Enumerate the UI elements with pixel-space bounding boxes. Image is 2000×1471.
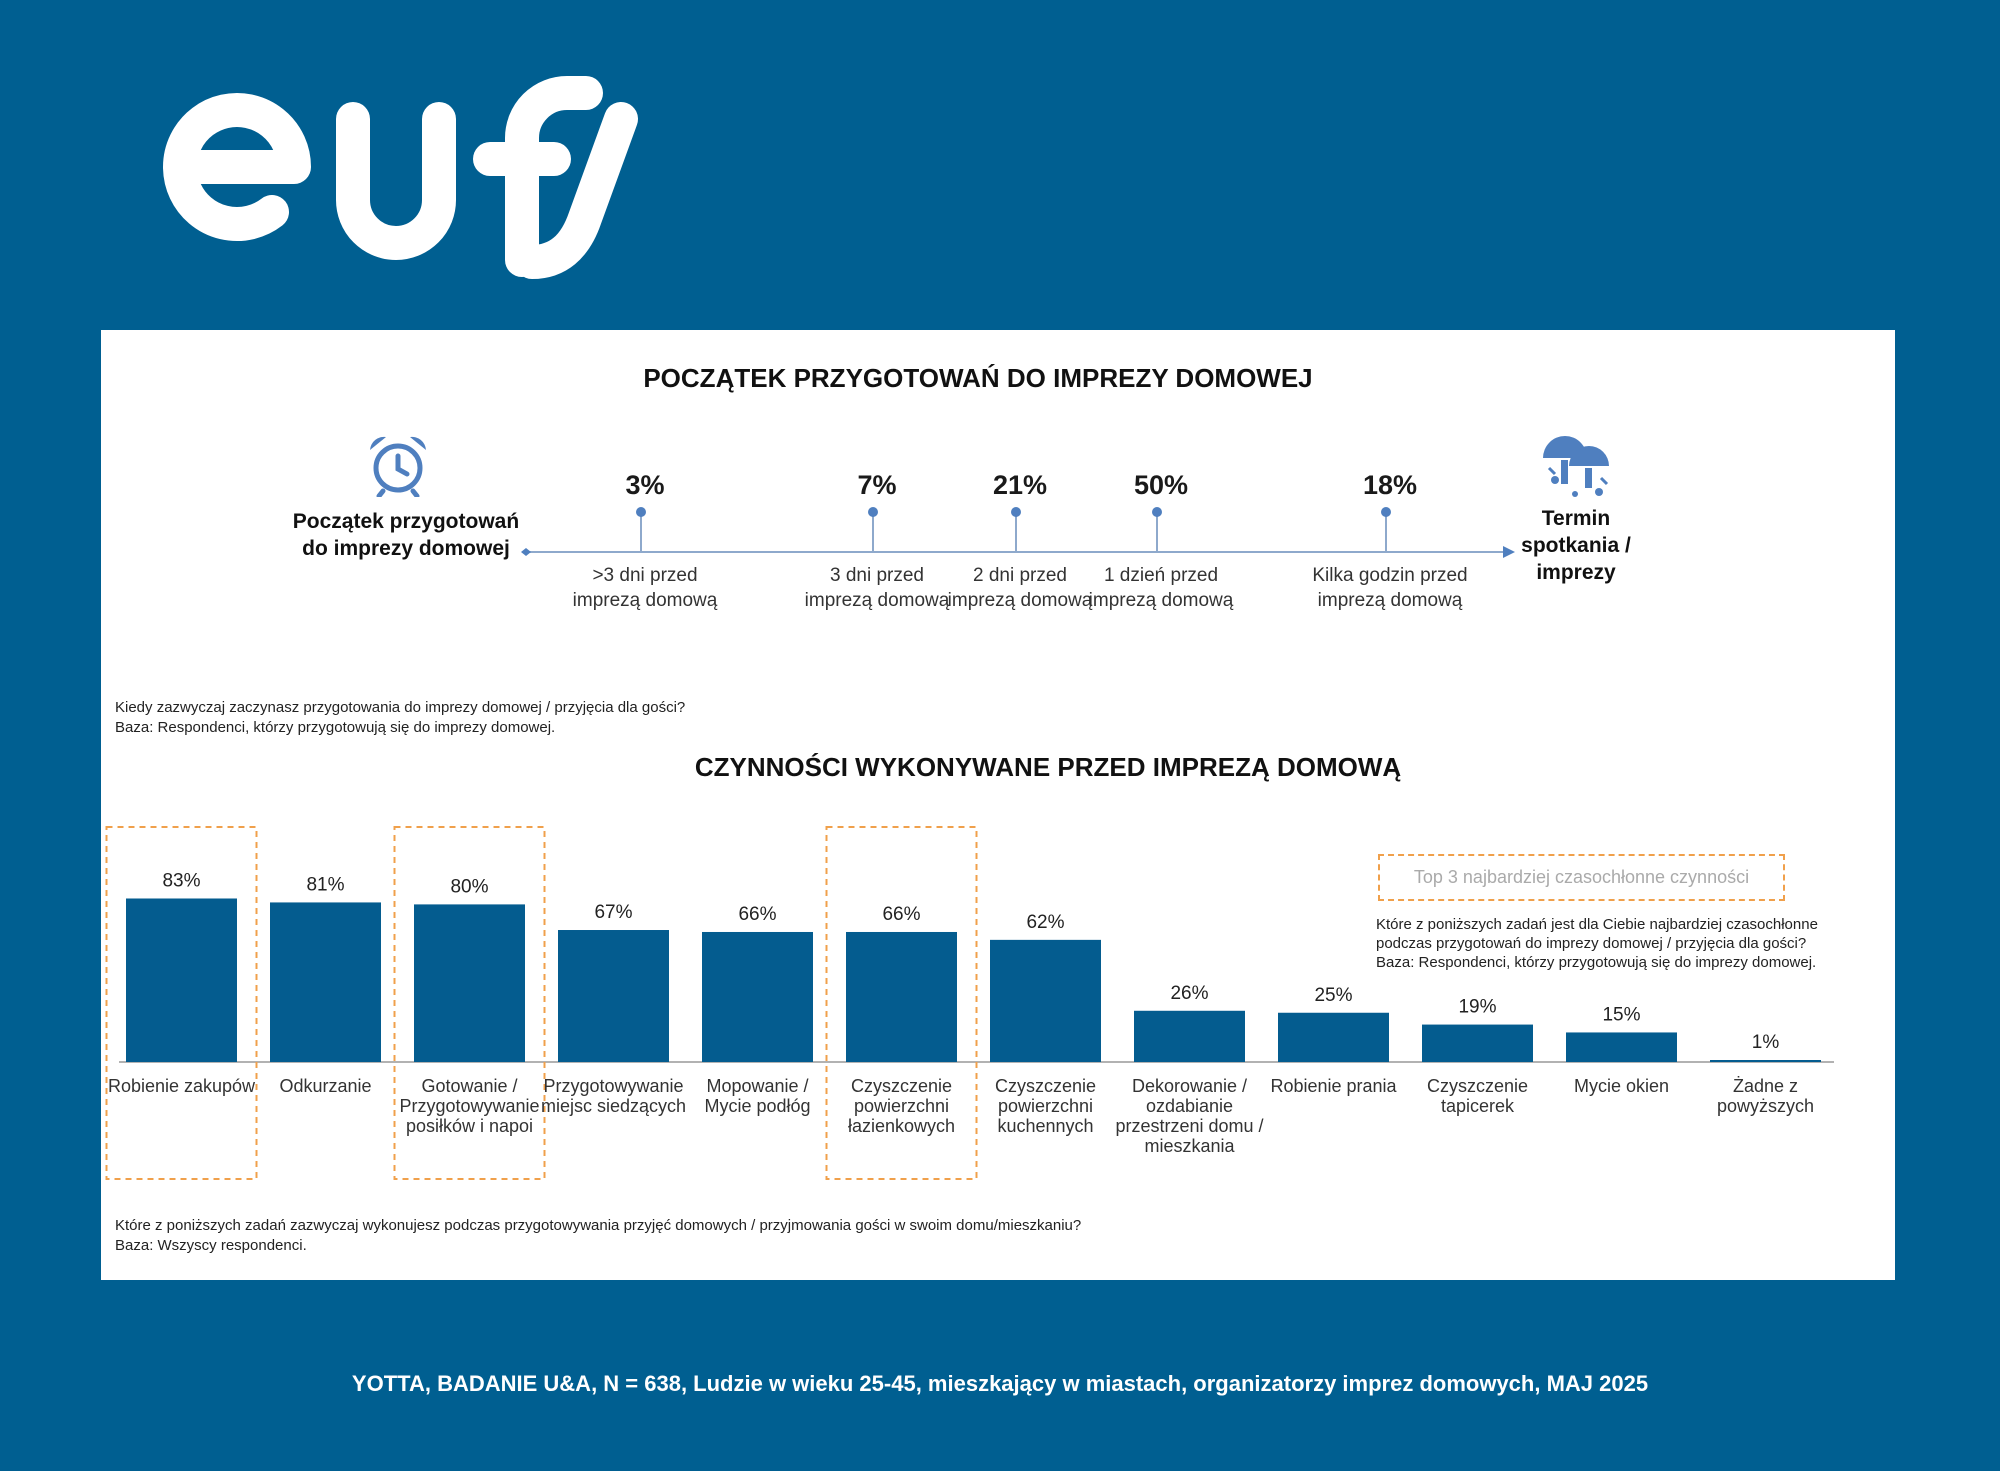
bar-value-label: 81% — [306, 874, 344, 895]
bar — [1134, 1010, 1245, 1062]
bar-value-label: 15% — [1602, 1004, 1640, 1025]
milestone-dot — [868, 507, 878, 517]
milestone-dot — [1381, 507, 1391, 517]
milestone-label: 3 dni przed imprezą domową — [804, 565, 950, 611]
bar-value-label: 83% — [162, 870, 200, 891]
timeline-title: POCZĄTEK PRZYGOTOWAŃ DO IMPREZY DOMOWEJ — [643, 363, 1313, 393]
chart-title: CZYNNOŚCI WYKONYWANE PRZED IMPREZĄ DOMOW… — [694, 752, 1402, 782]
category-label: Robienie zakupów — [107, 1076, 256, 1096]
bar-value-label: 66% — [882, 904, 920, 925]
legend-base: Baza: Respondenci, którzy przygotowują s… — [1376, 954, 1817, 971]
milestone-percent: 50% — [1133, 470, 1189, 500]
category-label: Gotowanie / Przygotowywanie posiłków i n… — [399, 1076, 540, 1136]
alarm-clock-icon — [370, 436, 426, 497]
bar-value-label: 26% — [1170, 983, 1208, 1004]
milestone-label: Kilka godzin przed imprezą domową — [1312, 565, 1468, 611]
milestone-label: >3 dni przed imprezą domową — [572, 565, 718, 611]
bar-value-label: 67% — [594, 902, 632, 923]
milestone-dot — [636, 507, 646, 517]
eufy-logo — [163, 76, 638, 279]
bar — [1710, 1060, 1821, 1062]
timeline-base: Baza: Respondenci, którzy przygotowują s… — [115, 719, 556, 736]
category-label: Dekorowanie / ozdabianie przestrzeni dom… — [1115, 1076, 1264, 1156]
top3-highlight-box — [105, 826, 258, 1180]
bar-value-label: 62% — [1026, 912, 1064, 933]
top3-legend: Top 3 najbardziej czasochłonne czynności — [1378, 854, 1785, 901]
content-panel: POCZĄTEK PRZYGOTOWAŃ DO IMPREZY DOMOWEJ … — [101, 330, 1895, 1280]
bar-value-label: 66% — [738, 904, 776, 925]
bar — [846, 931, 957, 1062]
bar-value-label: 25% — [1314, 985, 1352, 1006]
milestone-percent: 3% — [625, 470, 665, 500]
bar — [126, 898, 237, 1062]
timeline-arrow — [1503, 546, 1515, 558]
category-label: Mopowanie / Mycie podłóg — [704, 1076, 811, 1116]
source-footer: YOTTA, BADANIE U&A, N = 638, Ludzie w wi… — [351, 1371, 1649, 1396]
category-label: Mycie okien — [1573, 1076, 1670, 1096]
category-label: Czyszczenie powierzchni łazienkowych — [847, 1076, 956, 1136]
bar-value-label: 1% — [1752, 1032, 1780, 1053]
milestone-dot — [1152, 507, 1162, 517]
timeline-question: Kiedy zazwyczaj zaczynasz przygotowania … — [115, 699, 686, 716]
category-label: Żadne z powyższych — [1716, 1076, 1815, 1116]
top3-highlight-box — [393, 826, 546, 1180]
bar — [414, 904, 525, 1062]
bar — [1278, 1012, 1389, 1062]
timeline-start-marker — [521, 548, 531, 556]
legend-question: Które z poniższych zadań jest dla Ciebie… — [1376, 916, 1818, 952]
category-label: Czyszczenie powierzchni kuchennych — [994, 1076, 1097, 1136]
bar — [990, 939, 1101, 1062]
milestone-dot — [1011, 507, 1021, 517]
chart-base: Baza: Wszyscy respondenci. — [115, 1237, 307, 1254]
chart-question: Które z poniższych zadań zazwyczaj wykon… — [115, 1217, 1082, 1234]
bar-value-label: 19% — [1458, 997, 1496, 1018]
bar — [1422, 1024, 1533, 1062]
milestone-percent: 21% — [992, 470, 1048, 500]
milestone-percent: 7% — [857, 470, 897, 500]
category-label: Odkurzanie — [279, 1076, 372, 1096]
timeline-end-label: Termin spotkania / imprezy — [1521, 507, 1631, 584]
bar — [558, 930, 669, 1062]
milestone-label: 2 dni przed imprezą domową — [947, 565, 1093, 611]
category-label: Robienie prania — [1270, 1076, 1397, 1096]
chart-canvas: 83% 81% 80% 67% 66% 66% 62% 26% 25% 19% 15% 1% — [105, 507, 1834, 1180]
top3-highlight-box — [825, 826, 978, 1180]
timeline-start-label: Początek przygotowań do imprezy domowej — [292, 510, 520, 560]
bar-value-label: 80% — [450, 876, 488, 897]
bar — [702, 931, 813, 1062]
milestone-label: 1 dzień przed imprezą domową — [1088, 565, 1234, 611]
category-label: Czyszczenie tapicerek — [1426, 1076, 1529, 1116]
party-balloons-icon — [1543, 436, 1609, 497]
bar — [270, 902, 381, 1062]
bar — [1566, 1032, 1677, 1062]
milestone-percent: 18% — [1362, 470, 1418, 500]
category-label: Przygotowywanie miejsc siedzących — [540, 1076, 687, 1116]
legend-note: Które z poniższych zadań jest dla Ciebie… — [1376, 915, 1876, 972]
